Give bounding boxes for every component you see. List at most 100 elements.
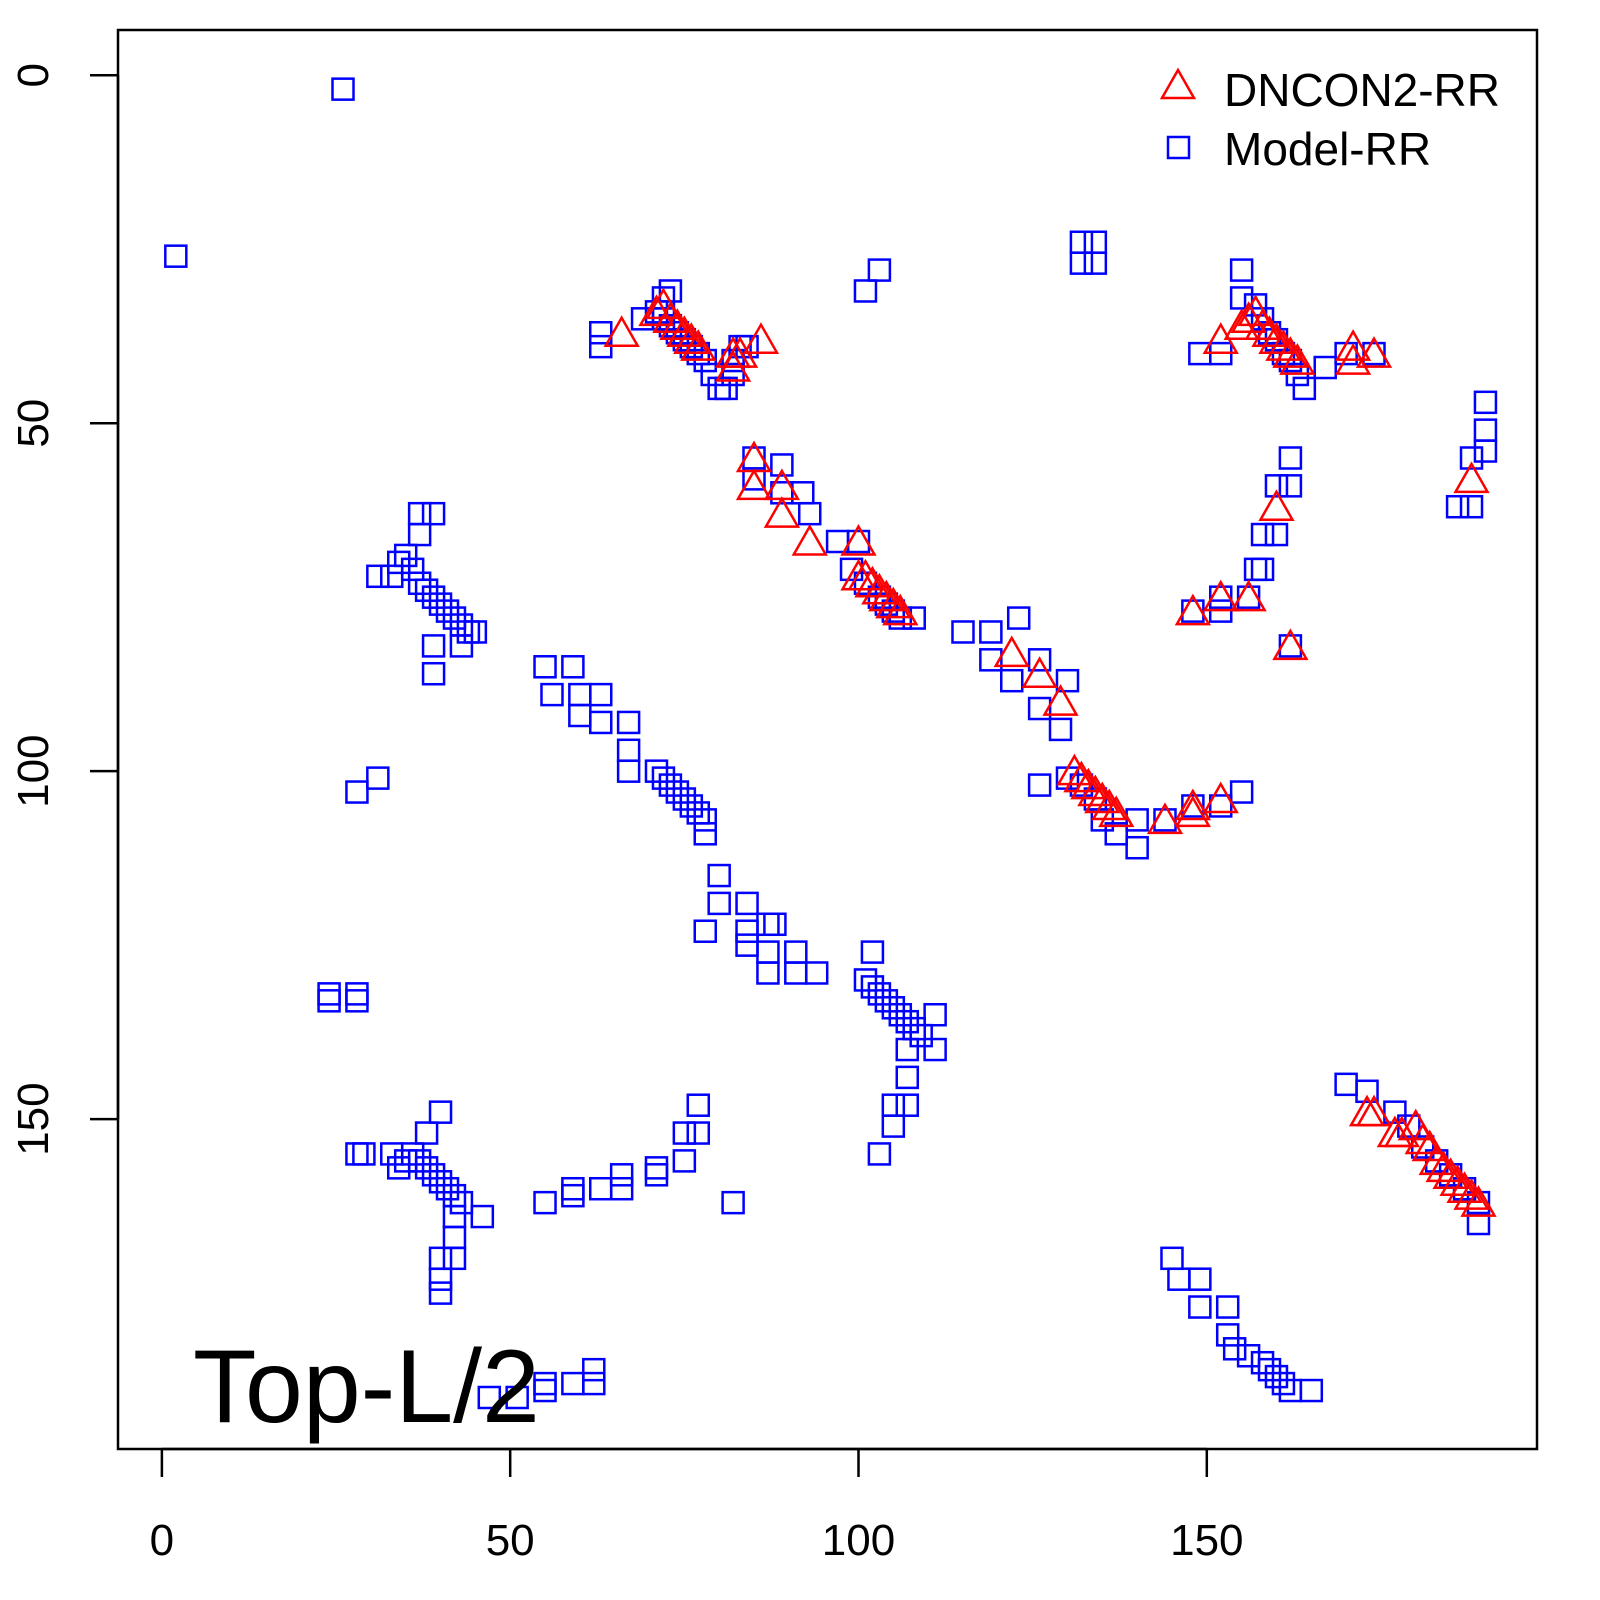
model-rr-point — [449, 613, 474, 637]
model-rr-point — [561, 1371, 585, 1396]
model-rr-point — [693, 822, 717, 846]
model-rr-point — [1459, 446, 1484, 470]
model-rr-point — [345, 1142, 369, 1166]
model-rr-point — [1473, 439, 1498, 463]
model-rr-point — [1466, 1211, 1491, 1236]
model-rr-point — [686, 1093, 711, 1117]
model-rr-point — [895, 1065, 920, 1090]
dncon2-rr-point — [1279, 343, 1316, 375]
model-rr-point — [609, 1163, 634, 1187]
dncon2-rr-point — [1453, 461, 1490, 494]
model-rr-point — [1445, 494, 1470, 519]
model-rr-point — [1264, 522, 1289, 547]
model-rr-point — [1167, 1267, 1191, 1291]
model-rr-point — [366, 564, 390, 589]
dncon2-rr-point — [854, 565, 891, 598]
legend-triangle-icon — [1159, 67, 1197, 100]
model-rr-point — [582, 1357, 606, 1382]
dncon2-rr-point — [638, 294, 675, 327]
model-rr-point — [568, 703, 592, 728]
dncon2-rr-point — [1146, 802, 1184, 835]
model-rr-point — [1208, 794, 1233, 818]
model-rr-point — [380, 564, 404, 589]
dncon2-rr-point — [1063, 760, 1100, 793]
model-rr-point — [442, 1246, 467, 1271]
model-rr-point — [561, 655, 585, 679]
model-rr-point — [1250, 522, 1275, 547]
model-rr-point — [352, 1142, 376, 1166]
model-rr-point — [895, 1093, 920, 1117]
model-rr-point — [380, 1142, 404, 1166]
y-tick-label: 100 — [9, 734, 58, 807]
model-rr-point — [540, 682, 564, 707]
model-rr-point — [1271, 1371, 1296, 1396]
dncon2-rr-point — [1230, 301, 1267, 334]
model-rr-point — [1006, 606, 1031, 630]
dncon2-rr-point — [861, 572, 898, 605]
model-rr-point — [867, 982, 892, 1006]
model-rr-point — [533, 1371, 557, 1396]
model-rr-point — [470, 1204, 495, 1229]
dncon2-rr-point — [1091, 788, 1128, 821]
model-rr-point — [951, 620, 975, 644]
axes: 0 50 100 150 0 50 100 150 — [9, 63, 1244, 1565]
model-rr-point — [672, 787, 697, 811]
model-rr-point — [881, 1093, 906, 1117]
model-rr-point — [317, 989, 341, 1013]
model-rr-point — [860, 940, 885, 964]
x-tick-label: 150 — [1170, 1516, 1243, 1565]
model-rr-point — [1334, 1072, 1358, 1097]
dncon2-rr-point — [1258, 489, 1295, 521]
model-rr-point — [784, 961, 808, 985]
dncon2-rr-point — [1251, 315, 1288, 347]
dncon2-rr-point — [735, 468, 773, 501]
model-rr-point — [1250, 557, 1275, 582]
model-rr-point — [589, 1176, 613, 1201]
dncon2-rr-point — [1272, 336, 1309, 368]
dncon2-rr-point — [1265, 329, 1302, 361]
model-rr-point — [1362, 341, 1386, 366]
model-rr-point — [477, 1385, 502, 1410]
dncon2-rr-point — [1432, 1157, 1469, 1190]
y-tick-label: 50 — [9, 399, 58, 448]
model-rr-point — [345, 780, 369, 804]
model-rr-point — [721, 1190, 745, 1215]
model-rr-point — [407, 501, 432, 526]
dncon2-rr-point — [840, 523, 877, 556]
dncon2-rr-point — [1077, 774, 1114, 807]
model-rr-point — [979, 620, 1003, 644]
model-rr-point — [1222, 1337, 1247, 1361]
model-rr-point — [435, 599, 460, 623]
model-rr-point — [414, 1156, 439, 1180]
dncon2-rr-point — [742, 322, 780, 354]
model-rr-point — [860, 975, 885, 999]
model-rr-point — [1473, 390, 1498, 415]
model-rr-point — [1264, 1364, 1289, 1389]
dncon2-rr-point — [1070, 767, 1107, 800]
model-rr-point — [463, 620, 488, 644]
x-tick-label: 0 — [150, 1516, 174, 1565]
model-rr-point — [1236, 1343, 1261, 1368]
dncon2-rr-point — [1174, 795, 1212, 828]
model-rr-point — [665, 780, 690, 804]
model-rr-point — [1188, 1267, 1212, 1291]
model-rr-point — [568, 682, 592, 707]
model-rr-point — [1160, 1246, 1184, 1271]
dncon2-rr-point — [652, 301, 689, 334]
model-rr-point — [1313, 355, 1337, 380]
plot-frame — [116, 28, 1539, 1451]
model-rr-point — [386, 1156, 411, 1180]
model-rr-point — [421, 634, 446, 658]
data-points — [164, 77, 1498, 1410]
model-rr-point — [693, 808, 717, 832]
model-rr-point — [1299, 1378, 1324, 1403]
model-rr-point — [1083, 251, 1108, 275]
model-rr-point — [616, 759, 641, 783]
model-rr-point — [658, 773, 683, 797]
dncon2-rr-point — [1202, 781, 1239, 814]
model-rr-point — [804, 961, 829, 985]
model-rr-point — [582, 1371, 606, 1396]
model-rr-point — [756, 940, 780, 964]
model-rr-point — [867, 258, 892, 282]
model-rr-point — [1125, 835, 1149, 860]
